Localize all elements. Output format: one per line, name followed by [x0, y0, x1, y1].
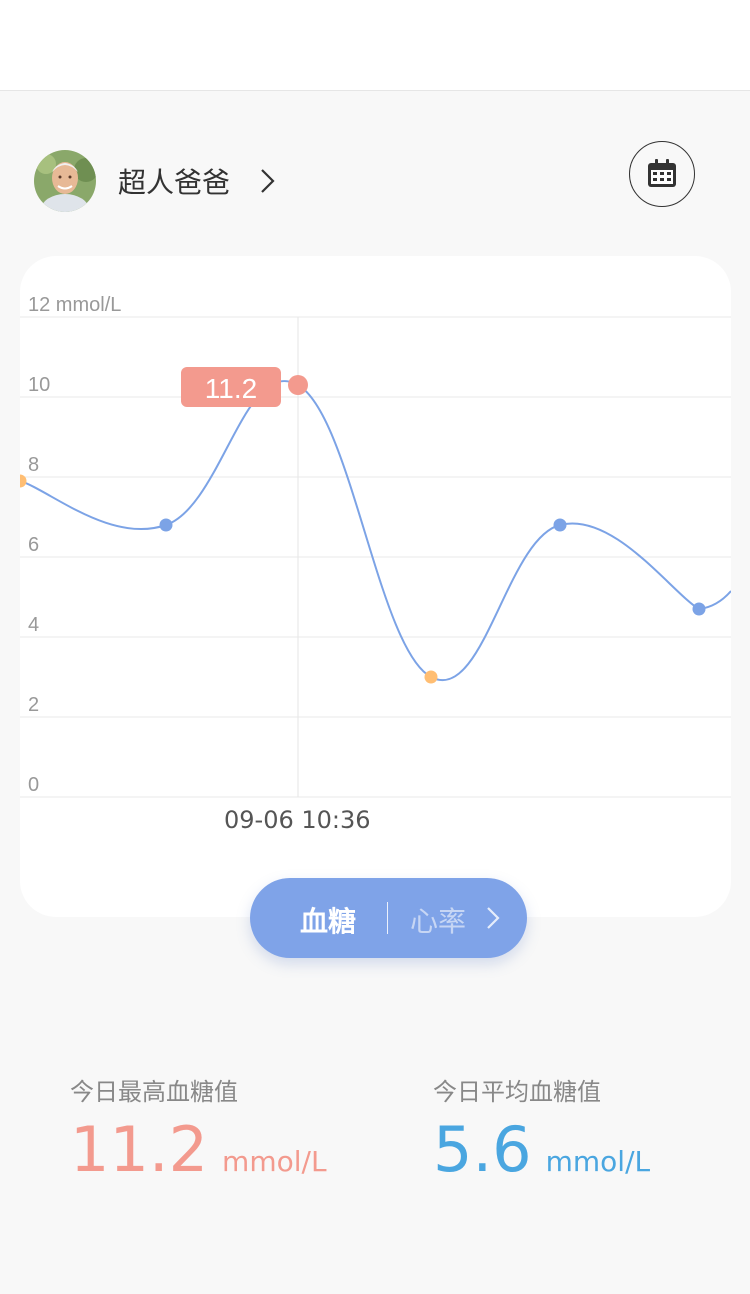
- metric-toggle[interactable]: 血糖 心率: [250, 878, 527, 958]
- y-tick-label: 10: [28, 374, 50, 396]
- stat-avg: 今日平均血糖值 5.6 mmol/L: [433, 1072, 650, 1181]
- y-tick-label: 0: [28, 774, 39, 796]
- stat-max-value: 11.2: [70, 1113, 209, 1186]
- stat-max: 今日最高血糖值 11.2 mmol/L: [70, 1072, 327, 1181]
- chart-card: 0 2 4 6 8 10 12 mmol/L 11.2: [20, 256, 731, 917]
- data-point[interactable]: [159, 518, 173, 532]
- data-point[interactable]: [553, 518, 567, 532]
- y-tick-label: 6: [28, 534, 39, 556]
- data-point[interactable]: [424, 670, 438, 684]
- top-bar: [0, 0, 750, 91]
- y-tick-label: 4: [28, 614, 39, 636]
- data-point[interactable]: [288, 375, 308, 395]
- tooltip-value: 11.2: [205, 373, 257, 404]
- avatar: [34, 150, 96, 212]
- profile-name: 超人爸爸: [118, 166, 231, 199]
- calendar-button[interactable]: [629, 141, 695, 207]
- tab-heart-rate[interactable]: 心率: [410, 905, 467, 938]
- profile-selector[interactable]: 超人爸爸: [34, 150, 278, 212]
- stat-avg-unit: mmol/L: [545, 1145, 651, 1178]
- tab-blood-glucose[interactable]: 血糖: [300, 905, 357, 938]
- value-tooltip: 11.2: [181, 367, 281, 407]
- y-axis-label: 12 mmol/L: [28, 294, 121, 316]
- chart-selected-time: 09-06 10:36: [224, 806, 371, 834]
- calendar-icon: [648, 159, 676, 187]
- series-line: [20, 380, 731, 681]
- stat-max-label: 今日最高血糖值: [70, 1078, 238, 1106]
- data-point[interactable]: [20, 474, 27, 488]
- y-tick-label: 2: [28, 694, 39, 716]
- toggle-divider: [387, 902, 388, 934]
- chevron-right-icon: [256, 166, 278, 196]
- stat-avg-label: 今日平均血糖值: [433, 1078, 601, 1106]
- stat-max-unit: mmol/L: [222, 1145, 327, 1178]
- chevron-right-icon: [485, 905, 501, 935]
- stat-avg-value: 5.6: [433, 1113, 532, 1186]
- blood-glucose-chart[interactable]: 0 2 4 6 8 10 12 mmol/L 11.2: [20, 256, 731, 917]
- tooltip-box: [181, 367, 281, 407]
- y-tick-label: 8: [28, 454, 39, 476]
- data-point[interactable]: [692, 602, 706, 616]
